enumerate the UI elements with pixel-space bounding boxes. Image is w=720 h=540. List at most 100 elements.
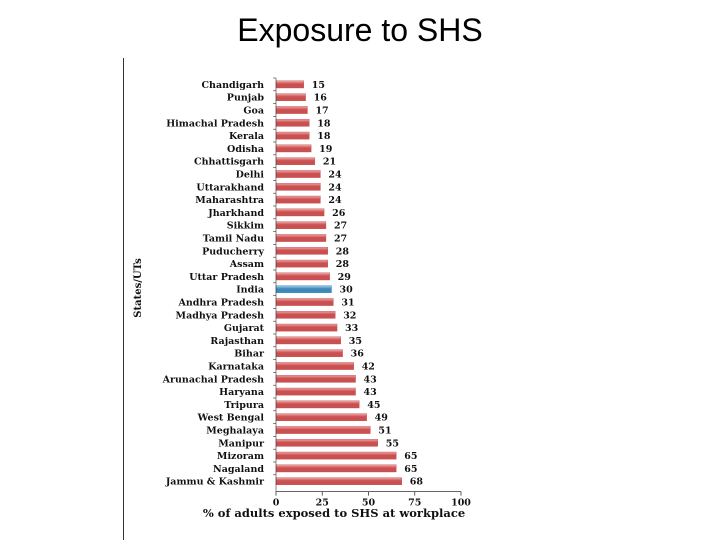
value-label: 43 <box>364 387 377 398</box>
value-label: 24 <box>328 195 342 206</box>
bar <box>275 375 356 383</box>
bar-chart: Chandigarh 15 Punjab 16 Goa 17 Himachal Prades… <box>133 77 471 520</box>
category-label: Bihar <box>234 349 265 360</box>
category-label: Sikkim <box>227 221 264 232</box>
bar <box>275 477 403 486</box>
category-label: Odisha <box>227 144 264 155</box>
bars-layer: Chandigarh 15 Punjab 16 Goa 17 Himachal Prades… <box>162 80 424 488</box>
value-label: 18 <box>317 131 331 142</box>
bar <box>275 323 338 332</box>
x-tick-label: 0 <box>273 498 280 509</box>
bar <box>275 106 308 114</box>
value-label: 30 <box>340 285 354 296</box>
bar <box>275 221 327 230</box>
bar <box>275 400 360 409</box>
bar <box>275 349 343 358</box>
value-label: 43 <box>364 374 377 385</box>
bar <box>275 119 310 127</box>
bar <box>275 234 327 242</box>
category-label: Chandigarh <box>202 80 265 91</box>
x-tick-label: 75 <box>408 498 421 509</box>
bar <box>275 426 371 434</box>
value-label: 24 <box>328 182 342 193</box>
bar <box>275 170 321 178</box>
category-label: Gujarat <box>224 323 265 334</box>
value-label: 36 <box>351 349 365 360</box>
category-label: Uttar Pradesh <box>189 272 264 283</box>
bar <box>275 195 321 204</box>
bar <box>275 93 306 101</box>
category-label: Delhi <box>236 170 265 181</box>
category-label: Himachal Pradesh <box>166 118 264 129</box>
value-label: 49 <box>375 413 389 424</box>
category-label: India <box>236 285 264 296</box>
value-label: 45 <box>367 400 380 411</box>
x-tick-label: 100 <box>451 498 471 509</box>
chart-frame: Chandigarh 15 Punjab 16 Goa 17 Himachal Prades… <box>123 58 481 540</box>
bar-highlight <box>275 285 332 294</box>
value-label: 26 <box>332 208 346 219</box>
value-label: 33 <box>345 323 358 334</box>
value-label: 29 <box>338 272 352 283</box>
value-label: 27 <box>334 234 347 245</box>
category-label: West Bengal <box>197 413 265 424</box>
category-label: Kerala <box>229 131 264 142</box>
value-label: 65 <box>404 464 417 475</box>
category-label: Jammu & Kashmir <box>165 477 265 488</box>
value-label: 18 <box>317 118 331 129</box>
category-label: Madhya Pradesh <box>176 310 265 321</box>
value-label: 19 <box>319 144 333 155</box>
category-label: Chhattisgarh <box>194 157 264 168</box>
category-label: Karnataka <box>208 362 264 373</box>
category-label: Puducherry <box>202 246 264 257</box>
category-label: Rajasthan <box>210 336 264 347</box>
category-label: Manipur <box>218 438 265 449</box>
category-label: Tripura <box>224 400 264 411</box>
bar <box>275 131 310 140</box>
value-label: 16 <box>314 93 328 104</box>
bar <box>275 272 330 281</box>
value-label: 51 <box>378 426 391 437</box>
category-label: Assam <box>229 259 264 270</box>
category-label: Meghalaya <box>206 426 264 437</box>
bar <box>275 208 325 217</box>
bar <box>275 246 328 255</box>
bar <box>275 451 397 460</box>
value-label: 68 <box>410 477 424 488</box>
category-label: Punjab <box>227 93 265 104</box>
value-label: 42 <box>362 362 375 373</box>
bar <box>275 362 354 370</box>
value-label: 31 <box>341 298 354 309</box>
bar <box>275 298 334 306</box>
bar <box>275 259 328 268</box>
category-label: Haryana <box>219 387 264 398</box>
category-label: Andhra Pradesh <box>177 298 264 309</box>
value-label: 35 <box>349 336 362 347</box>
value-label: 32 <box>343 310 356 321</box>
category-label: Arunachal Pradesh <box>162 374 264 385</box>
category-label: Nagaland <box>213 464 264 475</box>
category-label: Mizoram <box>217 451 264 462</box>
value-label: 15 <box>312 80 325 91</box>
category-label: Maharashtra <box>195 195 264 206</box>
bar <box>275 387 356 396</box>
bar <box>275 310 336 319</box>
category-label: Tamil Nadu <box>203 234 264 245</box>
x-axis-title: % of adults exposed to SHS at workplace <box>203 506 465 520</box>
bar <box>275 413 367 422</box>
bar <box>275 144 312 153</box>
bar <box>275 157 316 165</box>
bar <box>275 336 341 345</box>
value-label: 28 <box>336 246 350 257</box>
axis-layer: 0 25 50 75 100 <box>273 77 471 509</box>
value-label: 55 <box>386 438 399 449</box>
bar <box>275 439 378 447</box>
value-label: 24 <box>328 170 342 181</box>
y-axis-title: States/UTs <box>133 258 144 318</box>
bar <box>275 80 304 89</box>
value-label: 17 <box>315 106 328 117</box>
bar <box>275 182 321 191</box>
value-label: 65 <box>404 451 417 462</box>
category-label: Goa <box>243 106 264 117</box>
bar <box>275 464 397 473</box>
